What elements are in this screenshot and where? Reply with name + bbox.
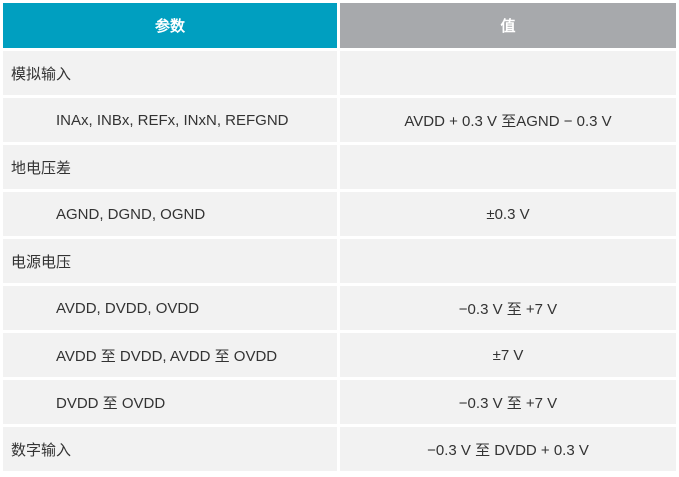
value-cell: ±0.3 V xyxy=(340,192,676,236)
param-cell: AGND, DGND, OGND xyxy=(3,192,337,236)
group-label: 数字输入 xyxy=(3,427,337,471)
group-row: 地电压差 xyxy=(3,145,676,189)
header-cell: 值 xyxy=(340,3,676,48)
item-row: AGND, DGND, OGND ±0.3 V xyxy=(3,192,676,236)
header-row: 参数 值 xyxy=(3,3,676,48)
empty-cell xyxy=(340,51,676,95)
empty-cell xyxy=(340,239,676,283)
group-row: 电源电压 xyxy=(3,239,676,283)
item-row: DVDD 至 OVDD −0.3 V 至 +7 V xyxy=(3,380,676,424)
table-body: 模拟输入 INAx, INBx, REFx, INxN, REFGND AVDD +… xyxy=(3,51,676,471)
header-cell: 参数 xyxy=(3,3,337,48)
empty-cell xyxy=(340,145,676,189)
item-row: INAx, INBx, REFx, INxN, REFGND AVDD + 0.3… xyxy=(3,98,676,142)
group-label: 电源电压 xyxy=(3,239,337,283)
group-row: 模拟输入 xyxy=(3,51,676,95)
param-cell: AVDD 至 DVDD, AVDD 至 OVDD xyxy=(3,333,337,377)
param-cell: DVDD 至 OVDD xyxy=(3,380,337,424)
group-label: 模拟输入 xyxy=(3,51,337,95)
param-cell: AVDD, DVDD, OVDD xyxy=(3,286,337,330)
param-cell: INAx, INBx, REFx, INxN, REFGND xyxy=(3,98,337,142)
group-label: 地电压差 xyxy=(3,145,337,189)
value-cell: ±7 V xyxy=(340,333,676,377)
item-row: AVDD 至 DVDD, AVDD 至 OVDD ±7 V xyxy=(3,333,676,377)
group-row: 数字输入 −0.3 V 至 DVDD + 0.3 V xyxy=(3,427,676,471)
value-cell: −0.3 V 至 +7 V xyxy=(340,286,676,330)
item-row: AVDD, DVDD, OVDD −0.3 V 至 +7 V xyxy=(3,286,676,330)
value-cell: −0.3 V 至 DVDD + 0.3 V xyxy=(340,427,676,471)
value-cell: AVDD + 0.3 V 至AGND − 0.3 V xyxy=(340,98,676,142)
value-cell: −0.3 V 至 +7 V xyxy=(340,380,676,424)
